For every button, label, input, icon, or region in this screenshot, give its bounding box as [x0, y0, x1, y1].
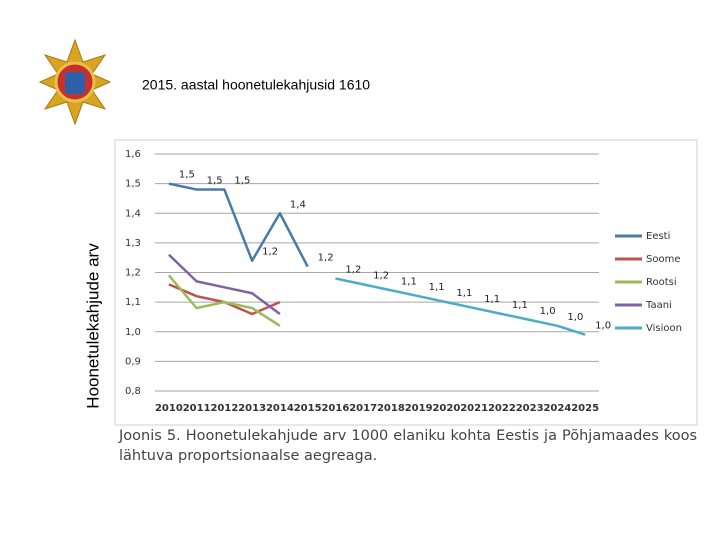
legend-label: Taani — [645, 300, 672, 311]
y-tick-label: 1,1 — [125, 297, 141, 308]
x-tick-label: 2016 — [321, 403, 349, 414]
y-axis-label: Hoonetulekahjude arv — [83, 243, 102, 409]
x-tick-label: 2010 — [155, 403, 183, 414]
x-tick-label: 2018 — [377, 403, 405, 414]
x-tick-label: 2019 — [405, 403, 433, 414]
x-tick-label: 2011 — [183, 403, 211, 414]
data-label: 1,0 — [567, 312, 583, 323]
legend-label: Eesti — [646, 231, 670, 242]
y-tick-label: 1,4 — [125, 208, 141, 219]
y-tick-label: 1,3 — [125, 238, 141, 249]
x-tick-label: 2012 — [210, 403, 238, 414]
data-label: 1,2 — [373, 270, 389, 281]
data-label: 1,4 — [290, 199, 306, 210]
data-label: 1,0 — [540, 306, 556, 317]
data-label: 1,1 — [456, 288, 472, 299]
data-label: 1,2 — [318, 253, 334, 264]
x-tick-label: 2024 — [543, 403, 571, 414]
series-line — [168, 182, 309, 268]
series-line — [167, 274, 281, 327]
data-label: 1,2 — [262, 247, 278, 258]
x-tick-label: 2023 — [516, 403, 544, 414]
y-tick-label: 1,0 — [125, 327, 141, 338]
data-label: 1,0 — [595, 321, 611, 332]
x-tick-label: 2025 — [571, 403, 599, 414]
caption: Joonis 5. Hoonetulekahjude arv 1000 elan… — [119, 428, 697, 464]
series-line — [335, 277, 586, 336]
legend-label: Soome — [646, 254, 680, 265]
y-tick-label: 1,6 — [125, 149, 141, 160]
x-tick-label: 2014 — [266, 403, 294, 414]
series-line — [168, 253, 281, 315]
y-tick-label: 0,8 — [125, 386, 141, 397]
data-label: 1,1 — [401, 276, 417, 287]
legend-label: Rootsi — [646, 277, 677, 288]
data-label: 1,1 — [484, 294, 500, 305]
x-tick-label: 2020 — [432, 403, 460, 414]
data-label: 1,1 — [512, 300, 528, 311]
x-tick-label: 2017 — [349, 403, 377, 414]
data-label: 1,5 — [179, 170, 195, 181]
data-label: 1,2 — [345, 264, 361, 275]
y-tick-label: 0,9 — [125, 356, 141, 367]
data-label: 1,1 — [429, 282, 445, 293]
x-tick-label: 2022 — [488, 403, 516, 414]
data-label: 1,5 — [234, 176, 250, 187]
data-label: 1,5 — [207, 176, 223, 187]
legend-label: Visioon — [646, 323, 682, 334]
title: 2015. aastal hoonetulekahjusid 1610 — [142, 77, 370, 93]
logo — [38, 38, 112, 126]
x-tick-label: 2015 — [294, 403, 322, 414]
y-tick-label: 1,5 — [125, 179, 141, 190]
chart-frame — [114, 139, 698, 426]
x-tick-label: 2021 — [460, 403, 488, 414]
x-tick-label: 2013 — [238, 403, 266, 414]
y-tick-label: 1,2 — [125, 268, 141, 279]
